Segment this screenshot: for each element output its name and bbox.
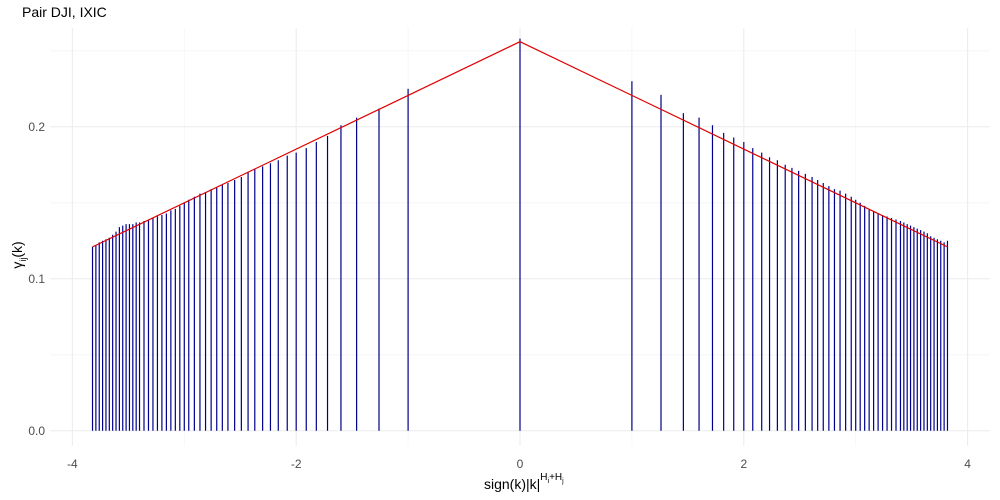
bars [91, 38, 949, 431]
y-axis-label: γij(k) [9, 241, 28, 268]
x-tick-label: -4 [67, 457, 78, 471]
x-axis-label-sup: H [540, 472, 547, 483]
x-axis-label-sup-plus: +H [549, 472, 562, 483]
x-axis-label-base: sign(k)|k| [484, 476, 540, 492]
y-axis-label-sub: ij [18, 258, 28, 262]
x-axis-label-sup-sub2: j [561, 478, 564, 485]
y-axis-label-suffix: (k) [9, 241, 25, 257]
x-tick-label: 0 [517, 457, 524, 471]
x-tick-label: 4 [964, 457, 971, 471]
x-tick-labels: -4 -2 0 2 4 [67, 457, 971, 471]
x-tick-label: -2 [291, 457, 302, 471]
y-tick-label: 0.1 [28, 272, 45, 286]
y-tick-label: 0.2 [28, 120, 45, 134]
x-tick-label: 2 [740, 457, 747, 471]
x-axis-label: sign(k)|k|Hi+Hj [484, 472, 564, 492]
chart-title: Pair DJI, IXIC [22, 4, 107, 20]
y-tick-labels: 0.0 0.1 0.2 [28, 120, 45, 438]
y-tick-label: 0.0 [28, 424, 45, 438]
y-axis-label-main: γ [9, 262, 25, 269]
x-axis-label-sup-sub1: i [548, 478, 550, 485]
fit-line-group [92, 41, 948, 248]
fit-line [92, 41, 948, 248]
